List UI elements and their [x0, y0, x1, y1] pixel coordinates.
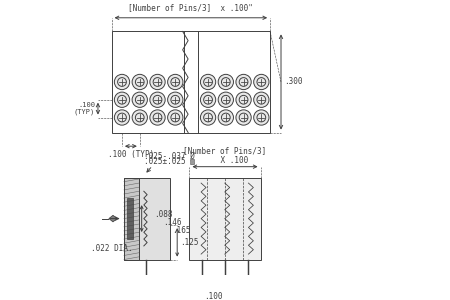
Text: .125: .125: [180, 238, 198, 247]
Circle shape: [218, 110, 234, 125]
Circle shape: [114, 110, 130, 125]
Bar: [124, 178, 139, 260]
Circle shape: [114, 74, 130, 90]
Circle shape: [254, 74, 269, 90]
Text: [Number of Pins/3]
    X .100: [Number of Pins/3] X .100: [184, 146, 266, 165]
Circle shape: [168, 74, 183, 90]
Circle shape: [150, 74, 165, 90]
Circle shape: [236, 110, 251, 125]
Bar: [198, 32, 270, 133]
Polygon shape: [109, 215, 117, 222]
Circle shape: [218, 92, 234, 107]
Circle shape: [254, 92, 269, 107]
Circle shape: [200, 92, 216, 107]
Text: .146: .146: [163, 218, 182, 227]
Circle shape: [114, 92, 130, 107]
Circle shape: [200, 74, 216, 90]
Bar: [189, 178, 261, 260]
Circle shape: [218, 74, 234, 90]
Circle shape: [132, 110, 148, 125]
Text: [Number of Pins/3]  x .100": [Number of Pins/3] x .100": [128, 3, 253, 12]
Circle shape: [254, 110, 269, 125]
Circle shape: [200, 110, 216, 125]
Circle shape: [168, 92, 183, 107]
Circle shape: [150, 92, 165, 107]
Text: .100
(TYP): .100 (TYP): [74, 102, 95, 116]
Circle shape: [236, 92, 251, 107]
Text: .025-.037 Ø: .025-.037 Ø: [144, 152, 195, 161]
Text: .300: .300: [284, 77, 302, 86]
Bar: [112, 32, 184, 133]
Circle shape: [236, 74, 251, 90]
Text: .100: .100: [204, 292, 223, 300]
Bar: [126, 198, 134, 239]
Bar: [124, 178, 171, 260]
Text: .100 (TYP): .100 (TYP): [108, 150, 154, 159]
Circle shape: [168, 110, 183, 125]
Text: .165: .165: [172, 226, 190, 236]
Circle shape: [132, 74, 148, 90]
Text: .022 DIA.: .022 DIA.: [91, 244, 133, 253]
Circle shape: [132, 92, 148, 107]
Circle shape: [150, 110, 165, 125]
Text: .025±.025 ▨: .025±.025 ▨: [144, 156, 195, 165]
Text: .088: .088: [154, 210, 172, 219]
